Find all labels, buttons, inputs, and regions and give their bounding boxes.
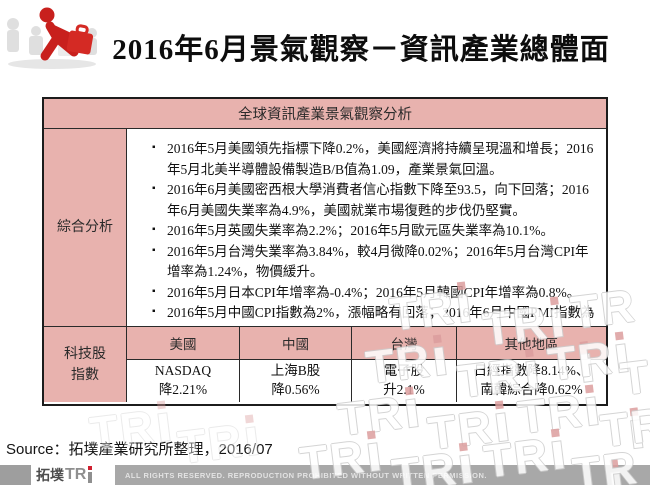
tri-logo-latin: TR (65, 466, 87, 483)
region-header-china: 中國 (240, 327, 352, 360)
tech-index-label-cell: 科技股 指數 (44, 327, 127, 402)
bullet-item: 2016年5月台灣失業率為3.84%，較4月微降0.02%；2016年5月台灣C… (151, 242, 600, 283)
region-value-line: NASDAQ (154, 363, 212, 379)
footer-rights-bar: ALL RIGHTS RESERVED. REPRODUCTION PROHIB… (115, 465, 650, 485)
region-value-line: 降2.21% (158, 382, 208, 397)
analysis-table: 全球資訊產業景氣觀察分析 綜合分析 2016年5月美國領先指標下降0.2%，美國… (42, 97, 608, 406)
region-value-line: 日經指數降8.14%、 (473, 363, 590, 379)
analysis-bullet-list: 2016年5月美國領先指標下降0.2%，美國經濟將持續呈現溫和增長；2016年5… (127, 129, 606, 326)
analysis-label-cell: 綜合分析 (44, 129, 127, 326)
region-value-taiwan: 電子股 升2.1% (352, 360, 457, 402)
watermark-tile: TR (425, 397, 509, 460)
tri-footer-logo: 拓墣 TR (36, 465, 93, 485)
source-line: Source：拓墣產業研究所整理，2016/07 (6, 441, 273, 458)
region-header-us: 美國 (127, 327, 240, 360)
region-value-line: 上海B股 (270, 363, 321, 379)
bullet-item: 2016年6月美國密西根大學消費者信心指數下降至93.5，向下回落；2016年6… (151, 180, 600, 221)
footer-rights-text: ALL RIGHTS RESERVED. REPRODUCTION PROHIB… (125, 470, 487, 480)
footer-left-block (0, 465, 31, 485)
bullet-item: 2016年5月中國CPI指數為2%，漲幅略有回落；2016年6月中國PMI指數為… (151, 303, 600, 326)
analysis-content-cell: 2016年5月美國領先指標下降0.2%，美國經濟將持續呈現溫和增長；2016年5… (127, 129, 606, 326)
bullet-item: 2016年5月日本CPI年增率為-0.4%；2016年5月韓國CPI年增率為0.… (151, 283, 600, 304)
tri-logo-i-icon (88, 466, 93, 483)
region-value-line: 南韓綜合降0.62% (480, 382, 583, 397)
region-value-line: 升2.1% (383, 382, 425, 397)
analysis-label: 綜合分析 (57, 220, 113, 235)
bullet-item: 2016年5月美國領先指標下降0.2%，美國經濟將持續呈現溫和增長；2016年5… (151, 139, 600, 180)
region-value-us: NASDAQ 降2.21% (127, 360, 240, 402)
table-title-cell: 全球資訊產業景氣觀察分析 (44, 99, 606, 129)
region-value-others: 日經指數降8.14%、 南韓綜合降0.62% (457, 360, 606, 402)
tech-index-label-line2: 指數 (71, 367, 99, 383)
watermark-tile: TR (618, 344, 650, 459)
region-header-taiwan: 台灣 (352, 327, 457, 360)
tech-index-subtable: 美國 中國 台灣 其他地區 NASDAQ 降2.21% 上海B股 降0.56% … (127, 327, 606, 402)
region-header-others: 其他地區 (457, 327, 606, 360)
page-title: 2016年6月景氣觀察－資訊產業總體面 (112, 34, 610, 66)
region-value-china: 上海B股 降0.56% (240, 360, 352, 402)
person-with-briefcase-logo-icon (7, 7, 97, 69)
tri-logo-chinese: 拓墣 (36, 467, 64, 483)
region-value-line: 降0.56% (271, 382, 320, 397)
region-value-line: 電子股 (383, 363, 425, 379)
tech-index-label-line1: 科技股 (64, 346, 106, 362)
footer-bar: 拓墣 TR ALL RIGHTS RESERVED. REPRODUCTION … (0, 465, 650, 485)
bullet-item: 2016年5月英國失業率為2.2%；2016年5月歐元區失業率為10.1%。 (151, 221, 600, 242)
